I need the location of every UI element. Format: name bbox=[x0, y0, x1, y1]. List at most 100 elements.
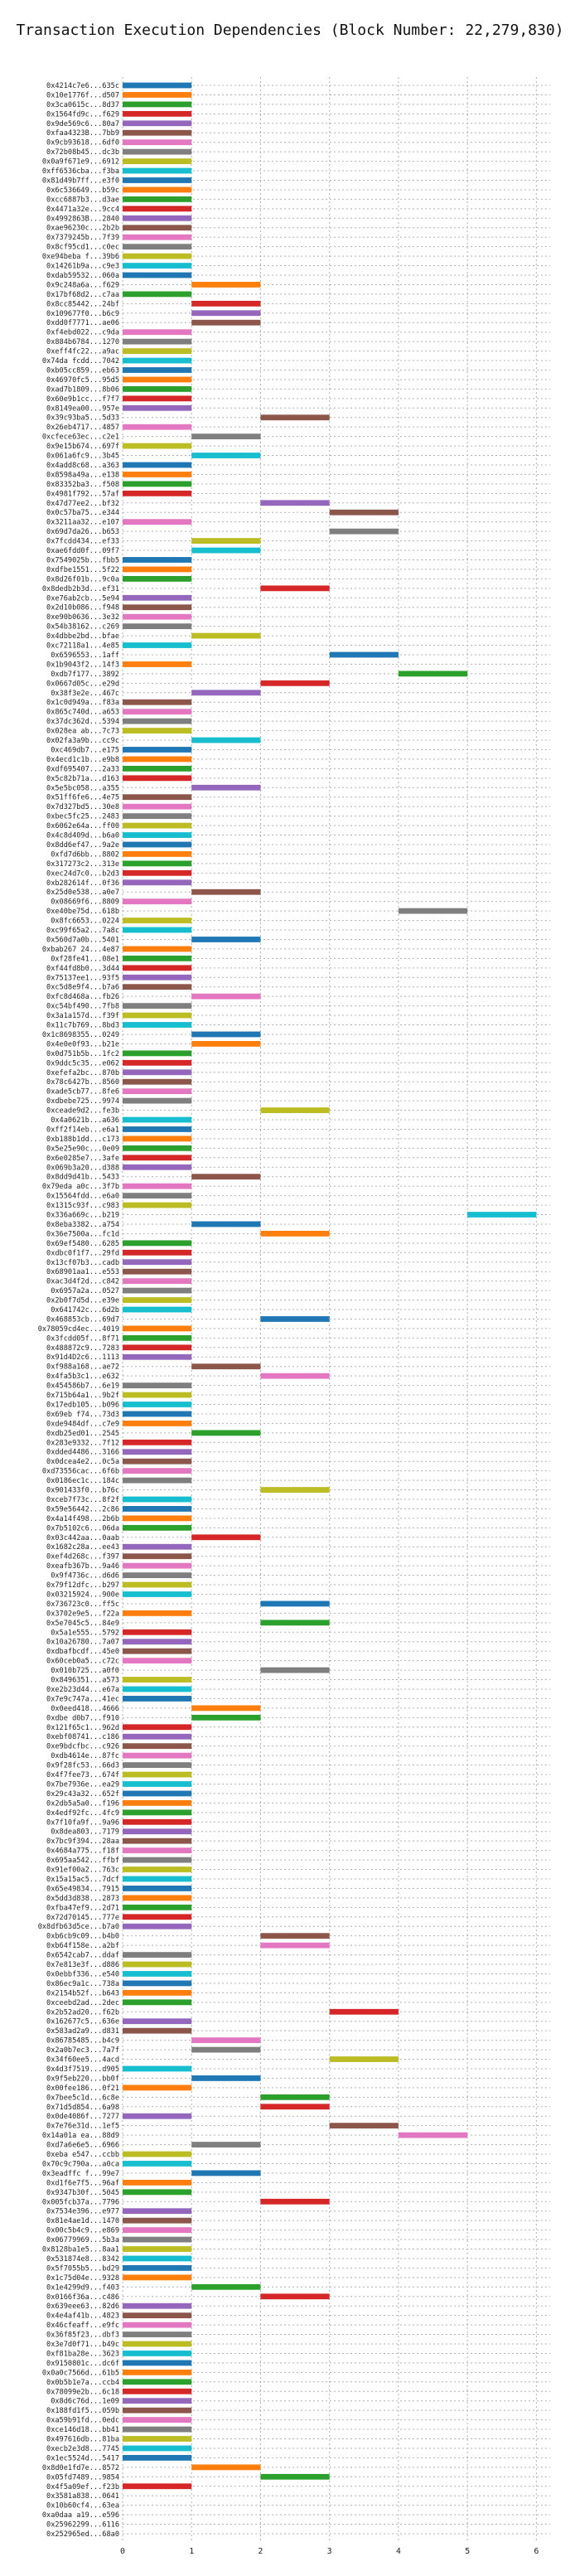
bar-234 bbox=[123, 2302, 192, 2309]
bar-245 bbox=[123, 2407, 192, 2414]
y-tick-label: 0x13cf07b3...cadb bbox=[46, 1259, 119, 1267]
y-tick-label: 0x6596553...1aff bbox=[51, 651, 119, 660]
y-tick-label: 0x4e4af41b...4823 bbox=[46, 2312, 119, 2321]
y-tick-label: 0x1315c93f...c983 bbox=[46, 1202, 119, 1210]
bar-211 bbox=[123, 2085, 192, 2091]
y-tick-label: 0x08669f6...8809 bbox=[51, 898, 119, 907]
y-tick-label: 0x3eadffc f...99e7 bbox=[42, 2170, 119, 2178]
bar-119 bbox=[467, 1212, 537, 1218]
y-tick-label: 0x8dfb63d5ce...b7a0 bbox=[38, 1923, 119, 1931]
bar-210 bbox=[191, 2075, 261, 2081]
bar-141 bbox=[123, 1420, 192, 1426]
bar-159 bbox=[123, 1591, 192, 1597]
bar-67 bbox=[123, 718, 192, 724]
bar-143 bbox=[123, 1439, 192, 1445]
bar-154 bbox=[123, 1543, 192, 1550]
y-tick-label: 0x4fa5b3c1...e632 bbox=[46, 1373, 119, 1381]
bar-60 bbox=[329, 651, 399, 658]
bar-43 bbox=[123, 490, 192, 496]
y-tick-label: 0x252965ed...68a0 bbox=[46, 2530, 119, 2539]
y-tick-label: 0x028ea ab...7c73 bbox=[46, 728, 119, 736]
bar-228 bbox=[123, 2246, 192, 2252]
y-tick-label: 0x865c740d...a653 bbox=[46, 709, 119, 717]
bar-30 bbox=[123, 367, 192, 373]
y-tick-label: 0x4f5a09ef...f23b bbox=[46, 2483, 119, 2491]
y-tick-label: 0x1ec5524d...5417 bbox=[46, 2454, 119, 2462]
y-tick-label: 0x02fa3a9b...cc9c bbox=[46, 737, 119, 745]
y-tick-label: 0x7e9c747a...41ec bbox=[46, 1695, 119, 1703]
bar-238 bbox=[123, 2341, 192, 2347]
bar-131 bbox=[123, 1325, 192, 1332]
y-tick-label: 0xdd0f7771...ae06 bbox=[46, 319, 119, 327]
y-tick-label: 0x46cfeaff...e9fc bbox=[46, 2322, 119, 2330]
bar-147 bbox=[123, 1477, 192, 1484]
y-tick-label: 0x7549025b...fbb5 bbox=[46, 556, 119, 564]
y-tick-label: 0xecb2e3d8...7745 bbox=[46, 2445, 119, 2453]
bar-207 bbox=[191, 2046, 261, 2053]
bar-173 bbox=[123, 1724, 192, 1731]
y-tick-label: 0x8cf95cd1...c0ec bbox=[46, 244, 119, 252]
bar-64 bbox=[191, 690, 261, 696]
bar-193 bbox=[123, 1914, 192, 1920]
y-tick-label: 0x9e15b674...697f bbox=[46, 443, 119, 451]
y-tick-label: 0xceb7f73c...8f2f bbox=[46, 1496, 119, 1504]
y-tick-label: 0x7534e396...e977 bbox=[46, 2208, 119, 2216]
y-tick-label: 0x10b60cf4...63ea bbox=[46, 2502, 119, 2511]
y-tick-label: 0xdbc0f1f7...29fd bbox=[46, 1249, 119, 1257]
bar-251 bbox=[191, 2464, 261, 2471]
bar-218 bbox=[123, 2151, 192, 2157]
bar-57 bbox=[123, 623, 192, 630]
y-tick-label: 0xc99f65a2...7a8c bbox=[46, 927, 119, 935]
bar-219 bbox=[123, 2161, 192, 2167]
y-tick-label: 0x121f65c1...962d bbox=[46, 1724, 119, 1732]
bar-205 bbox=[123, 2027, 192, 2034]
bar-26 bbox=[123, 329, 192, 336]
bar-158 bbox=[123, 1581, 192, 1588]
bar-229 bbox=[123, 2255, 192, 2262]
y-tick-label: 0x8dd6ef47...9a2e bbox=[46, 841, 119, 850]
bar-49 bbox=[191, 547, 261, 554]
bar-252 bbox=[260, 2473, 330, 2480]
y-tick-label: 0x1c0d949a...f83a bbox=[46, 699, 119, 707]
y-tick-label: 0x736723c0...ff5c bbox=[46, 1600, 119, 1609]
y-tick-label: 0x0667d05c...e29d bbox=[46, 680, 119, 688]
bar-53 bbox=[260, 585, 330, 592]
bar-70 bbox=[123, 747, 192, 753]
bar-82 bbox=[123, 860, 192, 867]
bar-126 bbox=[123, 1278, 192, 1285]
x-tick-label-5: 5 bbox=[465, 2547, 470, 2556]
bar-134 bbox=[123, 1353, 192, 1360]
bar-209 bbox=[123, 2065, 192, 2072]
bar-11 bbox=[123, 186, 192, 193]
bar-80 bbox=[123, 841, 192, 848]
y-tick-label: 0x2154b52f...b643 bbox=[46, 1989, 119, 1997]
y-tick-label: 0x54b38162...c269 bbox=[46, 623, 119, 632]
bar-182 bbox=[123, 1809, 192, 1816]
x-tick-labels: 0 1 2 3 4 5 6 bbox=[120, 2547, 539, 2556]
bar-12 bbox=[123, 196, 192, 202]
y-tick-label: 0x9cb93618...6df0 bbox=[46, 139, 119, 148]
y-tick-label: 0x60ceb0a5...c72c bbox=[46, 1658, 119, 1666]
bar-51 bbox=[123, 566, 192, 573]
y-tick-label: 0x283e9332...7f12 bbox=[46, 1439, 119, 1447]
y-tick-label: 0x59e56442...2c86 bbox=[46, 1505, 119, 1513]
bar-4 bbox=[123, 120, 192, 127]
y-tick-label: 0x8dd9d41b...5433 bbox=[46, 1174, 119, 1182]
bar-132 bbox=[123, 1334, 192, 1341]
y-tick-label: 0x3e7d0f71...b49c bbox=[46, 2341, 119, 2349]
y-tick-label: 0xfc8d468a...fb26 bbox=[46, 993, 119, 1001]
bar-187 bbox=[123, 1857, 192, 1863]
bar-45 bbox=[329, 509, 399, 516]
bar-241 bbox=[123, 2369, 192, 2375]
y-tick-label: 0x25d0e538...a0e7 bbox=[46, 889, 119, 897]
y-tick-label: 0x38f3e2e...467c bbox=[51, 690, 119, 698]
y-tick-label: 0x3702e9e5...f22a bbox=[46, 1610, 119, 1618]
bar-120 bbox=[191, 1221, 261, 1227]
y-tick-label: 0x4214c7e6...635c bbox=[46, 82, 119, 90]
bar-225 bbox=[123, 2217, 192, 2224]
bar-127 bbox=[123, 1287, 192, 1294]
bar-136 bbox=[260, 1373, 330, 1379]
bar-62 bbox=[398, 671, 468, 677]
y-tick-label: 0x8d0e1fd7e...8572 bbox=[42, 2464, 119, 2472]
